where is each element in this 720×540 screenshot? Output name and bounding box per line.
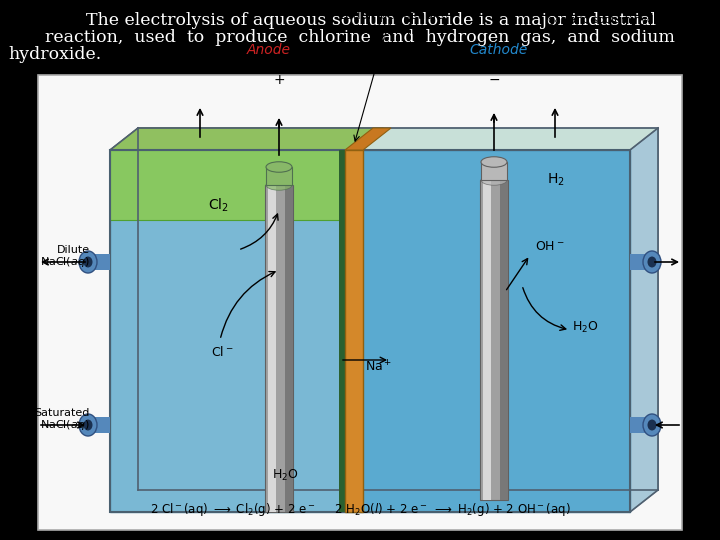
FancyBboxPatch shape (266, 167, 292, 185)
Text: Dilute: Dilute (57, 245, 90, 255)
Polygon shape (268, 185, 276, 512)
Ellipse shape (481, 157, 507, 167)
Text: Cl$_2$: Cl$_2$ (207, 197, 228, 214)
Polygon shape (355, 128, 658, 150)
Polygon shape (483, 180, 491, 500)
Ellipse shape (481, 175, 507, 185)
Polygon shape (110, 150, 355, 512)
Text: Cathode: Cathode (470, 43, 528, 57)
Ellipse shape (79, 414, 97, 436)
Polygon shape (110, 150, 355, 220)
Text: +: + (273, 73, 285, 87)
Text: Production of chlorine and hydrogen: Production of chlorine and hydrogen (548, 2, 720, 12)
FancyBboxPatch shape (88, 254, 110, 270)
FancyBboxPatch shape (481, 162, 507, 180)
Polygon shape (110, 128, 383, 150)
Text: Saturated: Saturated (35, 408, 90, 418)
Polygon shape (355, 150, 630, 512)
Text: H$_2$O($l$): H$_2$O($l$) (692, 417, 720, 433)
Text: reaction,  used  to  produce  chlorine  and  hydrogen  gas,  and  sodium: reaction, used to produce chlorine and h… (45, 29, 675, 46)
Ellipse shape (84, 420, 92, 430)
FancyBboxPatch shape (38, 75, 682, 530)
FancyBboxPatch shape (88, 417, 110, 433)
Polygon shape (339, 150, 345, 512)
Polygon shape (345, 150, 363, 512)
Text: Cl$^-$: Cl$^-$ (211, 345, 233, 359)
Text: H$_2$O: H$_2$O (572, 320, 598, 335)
Polygon shape (138, 128, 658, 490)
Text: The electrolysis of aqueous sodium chloride is a major industrial: The electrolysis of aqueous sodium chlor… (64, 12, 656, 29)
Text: hydroxide.: hydroxide. (8, 46, 102, 63)
Ellipse shape (266, 162, 292, 172)
Ellipse shape (643, 251, 661, 273)
Text: NaOH($aq$): NaOH($aq$) (692, 253, 720, 271)
Ellipse shape (647, 420, 657, 430)
Text: Anode: Anode (247, 43, 291, 57)
Polygon shape (265, 185, 293, 512)
Text: −: − (488, 73, 500, 87)
Text: NaCl($aq$): NaCl($aq$) (40, 255, 90, 269)
Ellipse shape (84, 256, 92, 267)
Polygon shape (480, 180, 508, 500)
Polygon shape (138, 128, 383, 198)
FancyBboxPatch shape (630, 417, 652, 433)
Text: OH$^-$: OH$^-$ (535, 240, 564, 253)
Ellipse shape (643, 414, 661, 436)
Text: Cation-permeable: Cation-permeable (337, 9, 443, 22)
Text: 2 Cl$^-$(aq) $\longrightarrow$ Cl$_2$(g) + 2 e$^-$     2 H$_2$O($l$) + 2 e$^-$ $: 2 Cl$^-$(aq) $\longrightarrow$ Cl$_2$(g)… (150, 501, 570, 518)
Ellipse shape (647, 256, 657, 267)
Ellipse shape (266, 180, 292, 190)
Polygon shape (500, 180, 508, 500)
Polygon shape (285, 185, 293, 512)
Polygon shape (345, 128, 391, 150)
FancyBboxPatch shape (630, 254, 652, 270)
Polygon shape (630, 128, 658, 512)
Text: Na$^+$: Na$^+$ (365, 359, 392, 375)
Text: membrane: membrane (358, 24, 423, 37)
Polygon shape (110, 128, 383, 150)
Text: H$_2$O: H$_2$O (271, 468, 298, 483)
Text: NaCl($aq$): NaCl($aq$) (40, 418, 90, 432)
Text: H$_2$: H$_2$ (547, 172, 565, 188)
Ellipse shape (79, 251, 97, 273)
Text: gas and sodium hydroxide.: gas and sodium hydroxide. (548, 15, 689, 25)
